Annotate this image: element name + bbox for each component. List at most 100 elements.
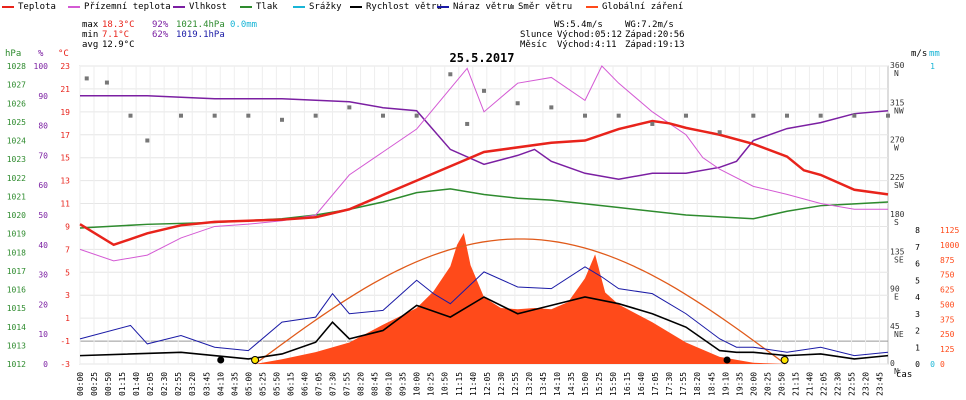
x-tick-label: 00:00 <box>76 372 85 396</box>
series-smer-vetru-point <box>549 105 554 110</box>
y-tick-humidity: 0 <box>43 360 48 369</box>
wind-unit: m/s <box>911 49 927 59</box>
series-smer-vetru-point <box>280 117 284 122</box>
y-tick-direction-label: S <box>894 218 899 227</box>
x-tick-label: 00:25 <box>90 372 99 396</box>
series-smer-vetru-point <box>717 130 722 135</box>
x-tick-label: 07:30 <box>329 372 338 396</box>
stat-max-temp: 18.3°C <box>102 20 135 30</box>
x-tick-label: 22:55 <box>848 372 857 396</box>
y-tick-pressure: 1012 <box>7 360 26 369</box>
x-tick-label: 07:55 <box>343 372 352 396</box>
y-tick-wind: 6 <box>915 260 920 269</box>
x-tick-label: 03:45 <box>202 372 211 396</box>
x-tick-label: 18:20 <box>693 372 702 396</box>
x-tick-label: 07:05 <box>314 372 323 396</box>
y-tick-temperature: 1 <box>65 314 70 323</box>
series-vlhkost-line <box>80 95 889 181</box>
legend-label: Náraz větru <box>453 2 513 12</box>
y-tick-direction: 270 <box>890 136 905 145</box>
sunrise-marker <box>251 356 260 364</box>
y-tick-direction: 360 <box>890 61 905 70</box>
y-tick-direction: 90 <box>890 285 900 294</box>
legend-label: Přízemní teplota <box>84 2 171 12</box>
legend-swatch <box>68 5 80 8</box>
legend-swatch <box>240 5 252 8</box>
y-tick-temperature: 7 <box>65 245 70 254</box>
legend-label: Rychlost větru <box>366 2 442 12</box>
x-tick-label: 14:10 <box>553 372 562 396</box>
y-tick-wind: 5 <box>915 276 920 285</box>
y-tick-temperature: 23 <box>60 62 70 71</box>
x-unit-label: čas <box>896 369 912 380</box>
legend-item-zareni: Globální záření <box>586 2 683 13</box>
x-tick-label: 08:45 <box>371 372 380 396</box>
rain-unit: mm <box>929 49 940 59</box>
y-tick-pressure: 1013 <box>7 341 26 350</box>
legend-item-prizemni: Přízemní teplota <box>68 2 171 13</box>
x-tick-label: 09:10 <box>385 372 394 396</box>
x-tick-label: 19:35 <box>735 372 744 396</box>
y-tick-rain: 0 <box>930 360 935 369</box>
axes: 00:00 00:25 00:50 01:15 01:40 02:05 02:30 02:55… <box>7 61 960 396</box>
y-tick-pressure: 1015 <box>7 304 26 313</box>
x-tick-label: 01:40 <box>132 372 141 396</box>
legend-item-teplota: Teplota <box>2 2 56 13</box>
y-tick-pressure: 1014 <box>7 323 26 332</box>
series-smer-vetru-point <box>212 113 217 118</box>
y-tick-radiation: 1125 <box>940 226 959 235</box>
y-tick-pressure: 1020 <box>7 211 26 220</box>
y-tick-temperature: 11 <box>60 200 70 209</box>
legend-item-naraz: Náraz větru <box>437 2 513 13</box>
humidity-unit: % <box>38 49 44 59</box>
series-smer-vetru-point <box>414 113 419 118</box>
y-tick-temperature: 13 <box>60 177 70 186</box>
pressure-unit: hPa <box>5 49 21 59</box>
y-tick-temperature: 17 <box>60 131 70 140</box>
y-tick-pressure: 1026 <box>7 99 26 108</box>
y-tick-direction-label: NW <box>894 106 904 115</box>
y-tick-radiation: 0 <box>940 360 945 369</box>
chart-title: 25.5.2017 <box>449 51 514 65</box>
series-smer-vetru-point <box>313 113 318 118</box>
legend-label: Tlak <box>256 2 278 12</box>
series-smer-vetru-point <box>448 72 453 77</box>
x-tick-label: 21:40 <box>805 372 814 396</box>
y-tick-temperature: 3 <box>65 291 70 300</box>
y-tick-wind: 2 <box>915 327 920 336</box>
y-tick-humidity: 80 <box>38 122 48 131</box>
x-tick-label: 15:00 <box>581 372 590 396</box>
y-tick-pressure: 1021 <box>7 192 26 201</box>
y-tick-pressure: 1024 <box>7 137 26 146</box>
series-teplota-line <box>79 119 889 247</box>
x-tick-label: 17:55 <box>679 372 688 396</box>
series-smer-vetru-point <box>104 80 109 85</box>
series-smer-vetru-point <box>179 113 183 118</box>
y-tick-radiation: 750 <box>940 271 955 280</box>
series-smer-vetru-point <box>616 113 621 118</box>
x-tick-label: 23:20 <box>862 372 871 396</box>
temperature-unit: °C <box>58 49 69 59</box>
x-tick-label: 13:45 <box>539 372 548 396</box>
x-tick-label: 14:35 <box>567 372 576 396</box>
y-tick-radiation: 875 <box>940 256 955 265</box>
stat-max-press: 1021.4hPa <box>176 20 225 30</box>
y-tick-pressure: 1027 <box>7 81 26 90</box>
x-tick-label: 03:20 <box>188 372 197 396</box>
x-tick-label: 17:05 <box>651 372 660 396</box>
legend-swatch <box>510 4 514 9</box>
y-tick-pressure: 1022 <box>7 174 26 183</box>
x-tick-label: 02:55 <box>174 372 183 396</box>
x-tick-label: 02:30 <box>160 372 169 396</box>
series-smer-vetru-point <box>751 113 756 118</box>
legend-label: Srážky <box>309 2 342 12</box>
stat-min-label: min <box>82 30 99 40</box>
x-tick-label: 16:15 <box>623 372 632 396</box>
astro-moon-set: Západ:19:13 <box>625 40 685 50</box>
stat-max-label: max <box>82 20 99 30</box>
y-tick-pressure: 1017 <box>7 267 26 276</box>
stat-min-hum: 62% <box>152 30 169 40</box>
stat-min-temp: 7.1°C <box>102 30 130 40</box>
